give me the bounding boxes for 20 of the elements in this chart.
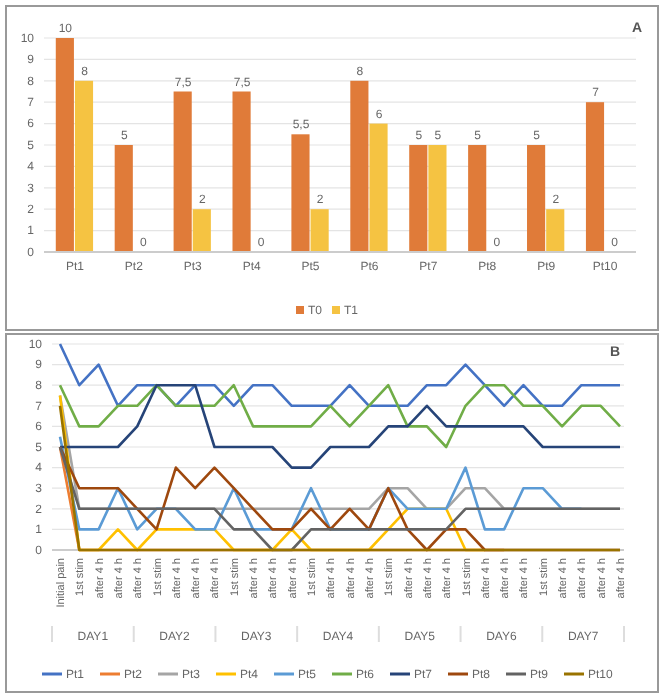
line-series [58, 383, 622, 469]
bar [585, 102, 605, 252]
bar [74, 80, 94, 252]
bar [369, 123, 388, 252]
bar [192, 209, 211, 252]
bar [114, 145, 133, 252]
bar [232, 91, 251, 252]
bar [310, 209, 329, 252]
bar [291, 134, 310, 252]
bar [173, 91, 192, 252]
bar [546, 209, 565, 252]
bar [409, 145, 428, 252]
bar [55, 38, 74, 252]
bar [350, 80, 369, 252]
bar [428, 145, 447, 252]
line-series [58, 342, 622, 408]
line-series [58, 383, 622, 449]
bar [468, 145, 487, 252]
bar [527, 145, 546, 252]
line-series [58, 445, 622, 552]
